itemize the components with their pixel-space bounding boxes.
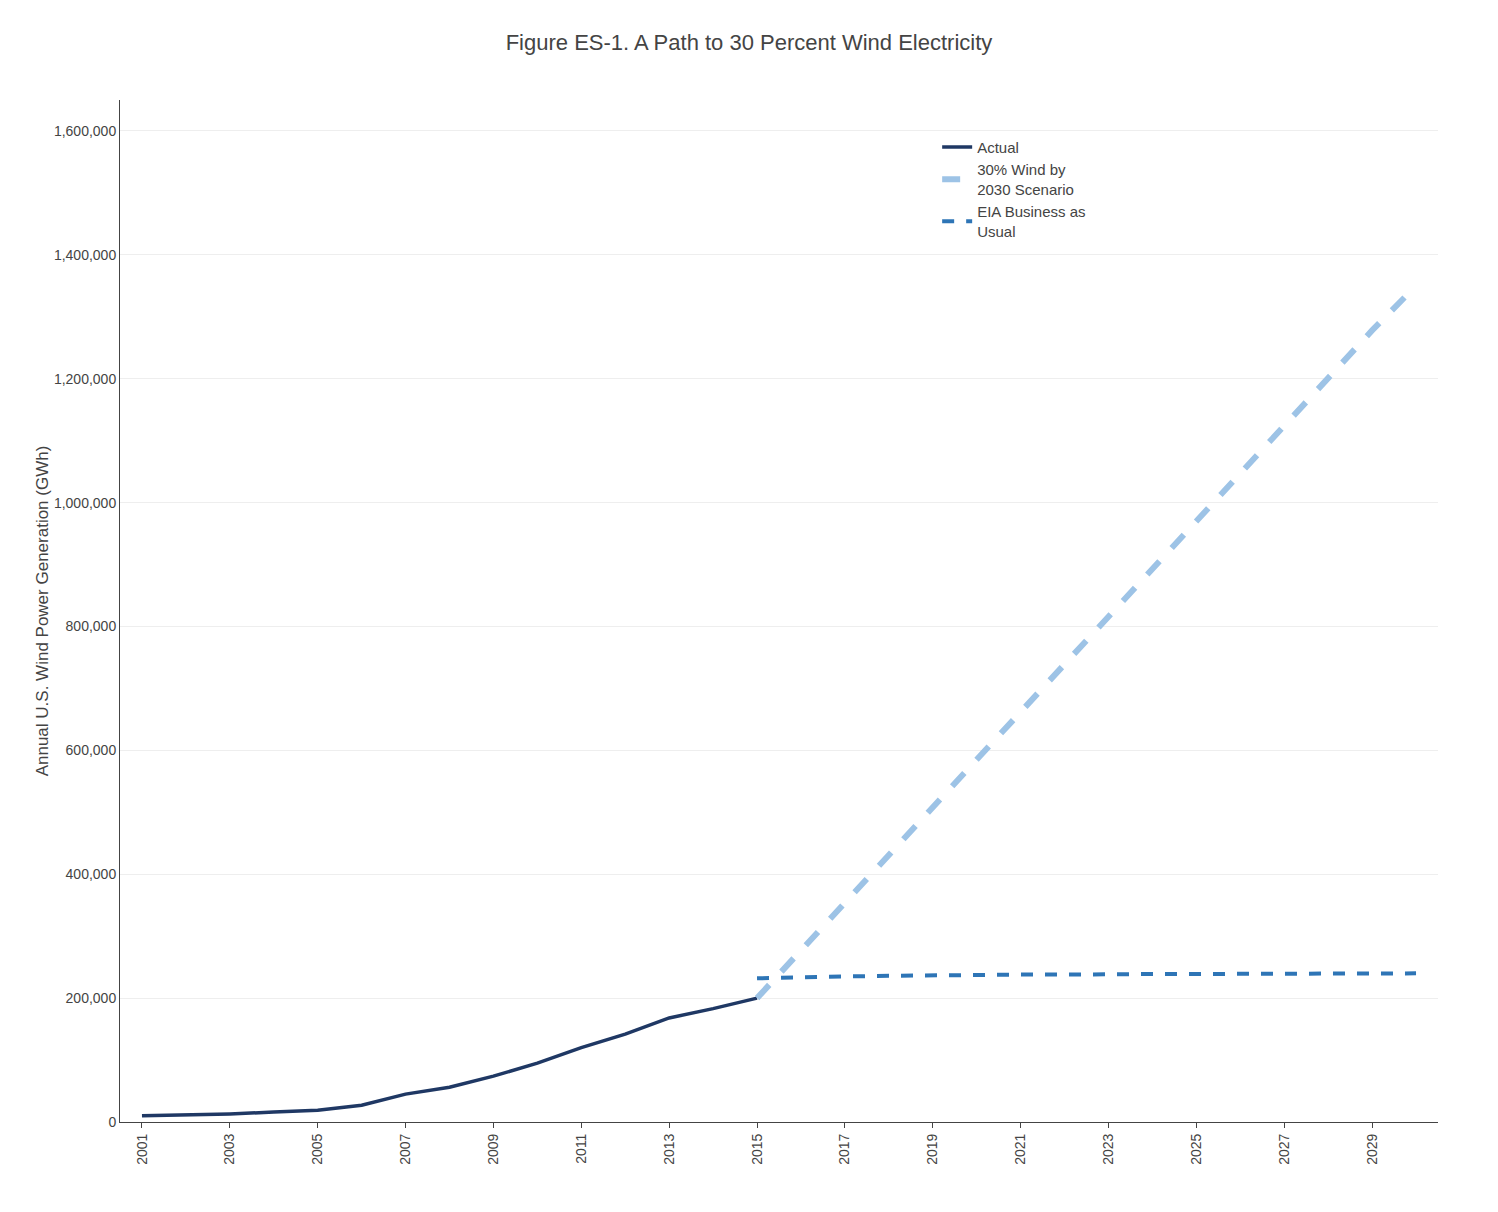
- svg-text:Annual U.S. Wind Power Generat: Annual U.S. Wind Power Generation (GWh): [33, 446, 52, 777]
- svg-text:2019: 2019: [924, 1133, 940, 1164]
- svg-text:600,000: 600,000: [66, 742, 117, 758]
- svg-text:1,200,000: 1,200,000: [54, 371, 116, 387]
- svg-text:800,000: 800,000: [66, 618, 117, 634]
- svg-text:Figure ES-1. A Path to 30 Perc: Figure ES-1. A Path to 30 Percent Wind E…: [506, 30, 993, 55]
- svg-text:2001: 2001: [134, 1133, 150, 1164]
- svg-text:2023: 2023: [1100, 1133, 1116, 1164]
- svg-text:2013: 2013: [661, 1133, 677, 1164]
- svg-text:2021: 2021: [1012, 1133, 1028, 1164]
- svg-text:2015: 2015: [749, 1133, 765, 1164]
- svg-text:Actual: Actual: [977, 139, 1019, 156]
- svg-text:EIA Business asUsual: EIA Business asUsual: [977, 203, 1085, 240]
- svg-text:2017: 2017: [836, 1133, 852, 1164]
- svg-text:1,000,000: 1,000,000: [54, 495, 116, 511]
- svg-text:2003: 2003: [221, 1133, 237, 1164]
- svg-text:2029: 2029: [1364, 1133, 1380, 1164]
- svg-text:2025: 2025: [1188, 1133, 1204, 1164]
- svg-text:2005: 2005: [309, 1133, 325, 1164]
- svg-text:1,600,000: 1,600,000: [54, 123, 116, 139]
- svg-text:200,000: 200,000: [66, 990, 117, 1006]
- svg-text:2011: 2011: [573, 1133, 589, 1163]
- svg-text:2027: 2027: [1276, 1133, 1292, 1164]
- svg-text:30% Wind by2030 Scenario: 30% Wind by2030 Scenario: [977, 161, 1074, 198]
- svg-text:400,000: 400,000: [66, 866, 117, 882]
- svg-text:0: 0: [108, 1114, 116, 1130]
- svg-text:2007: 2007: [397, 1133, 413, 1164]
- svg-text:2009: 2009: [485, 1133, 501, 1164]
- svg-text:1,400,000: 1,400,000: [54, 247, 116, 263]
